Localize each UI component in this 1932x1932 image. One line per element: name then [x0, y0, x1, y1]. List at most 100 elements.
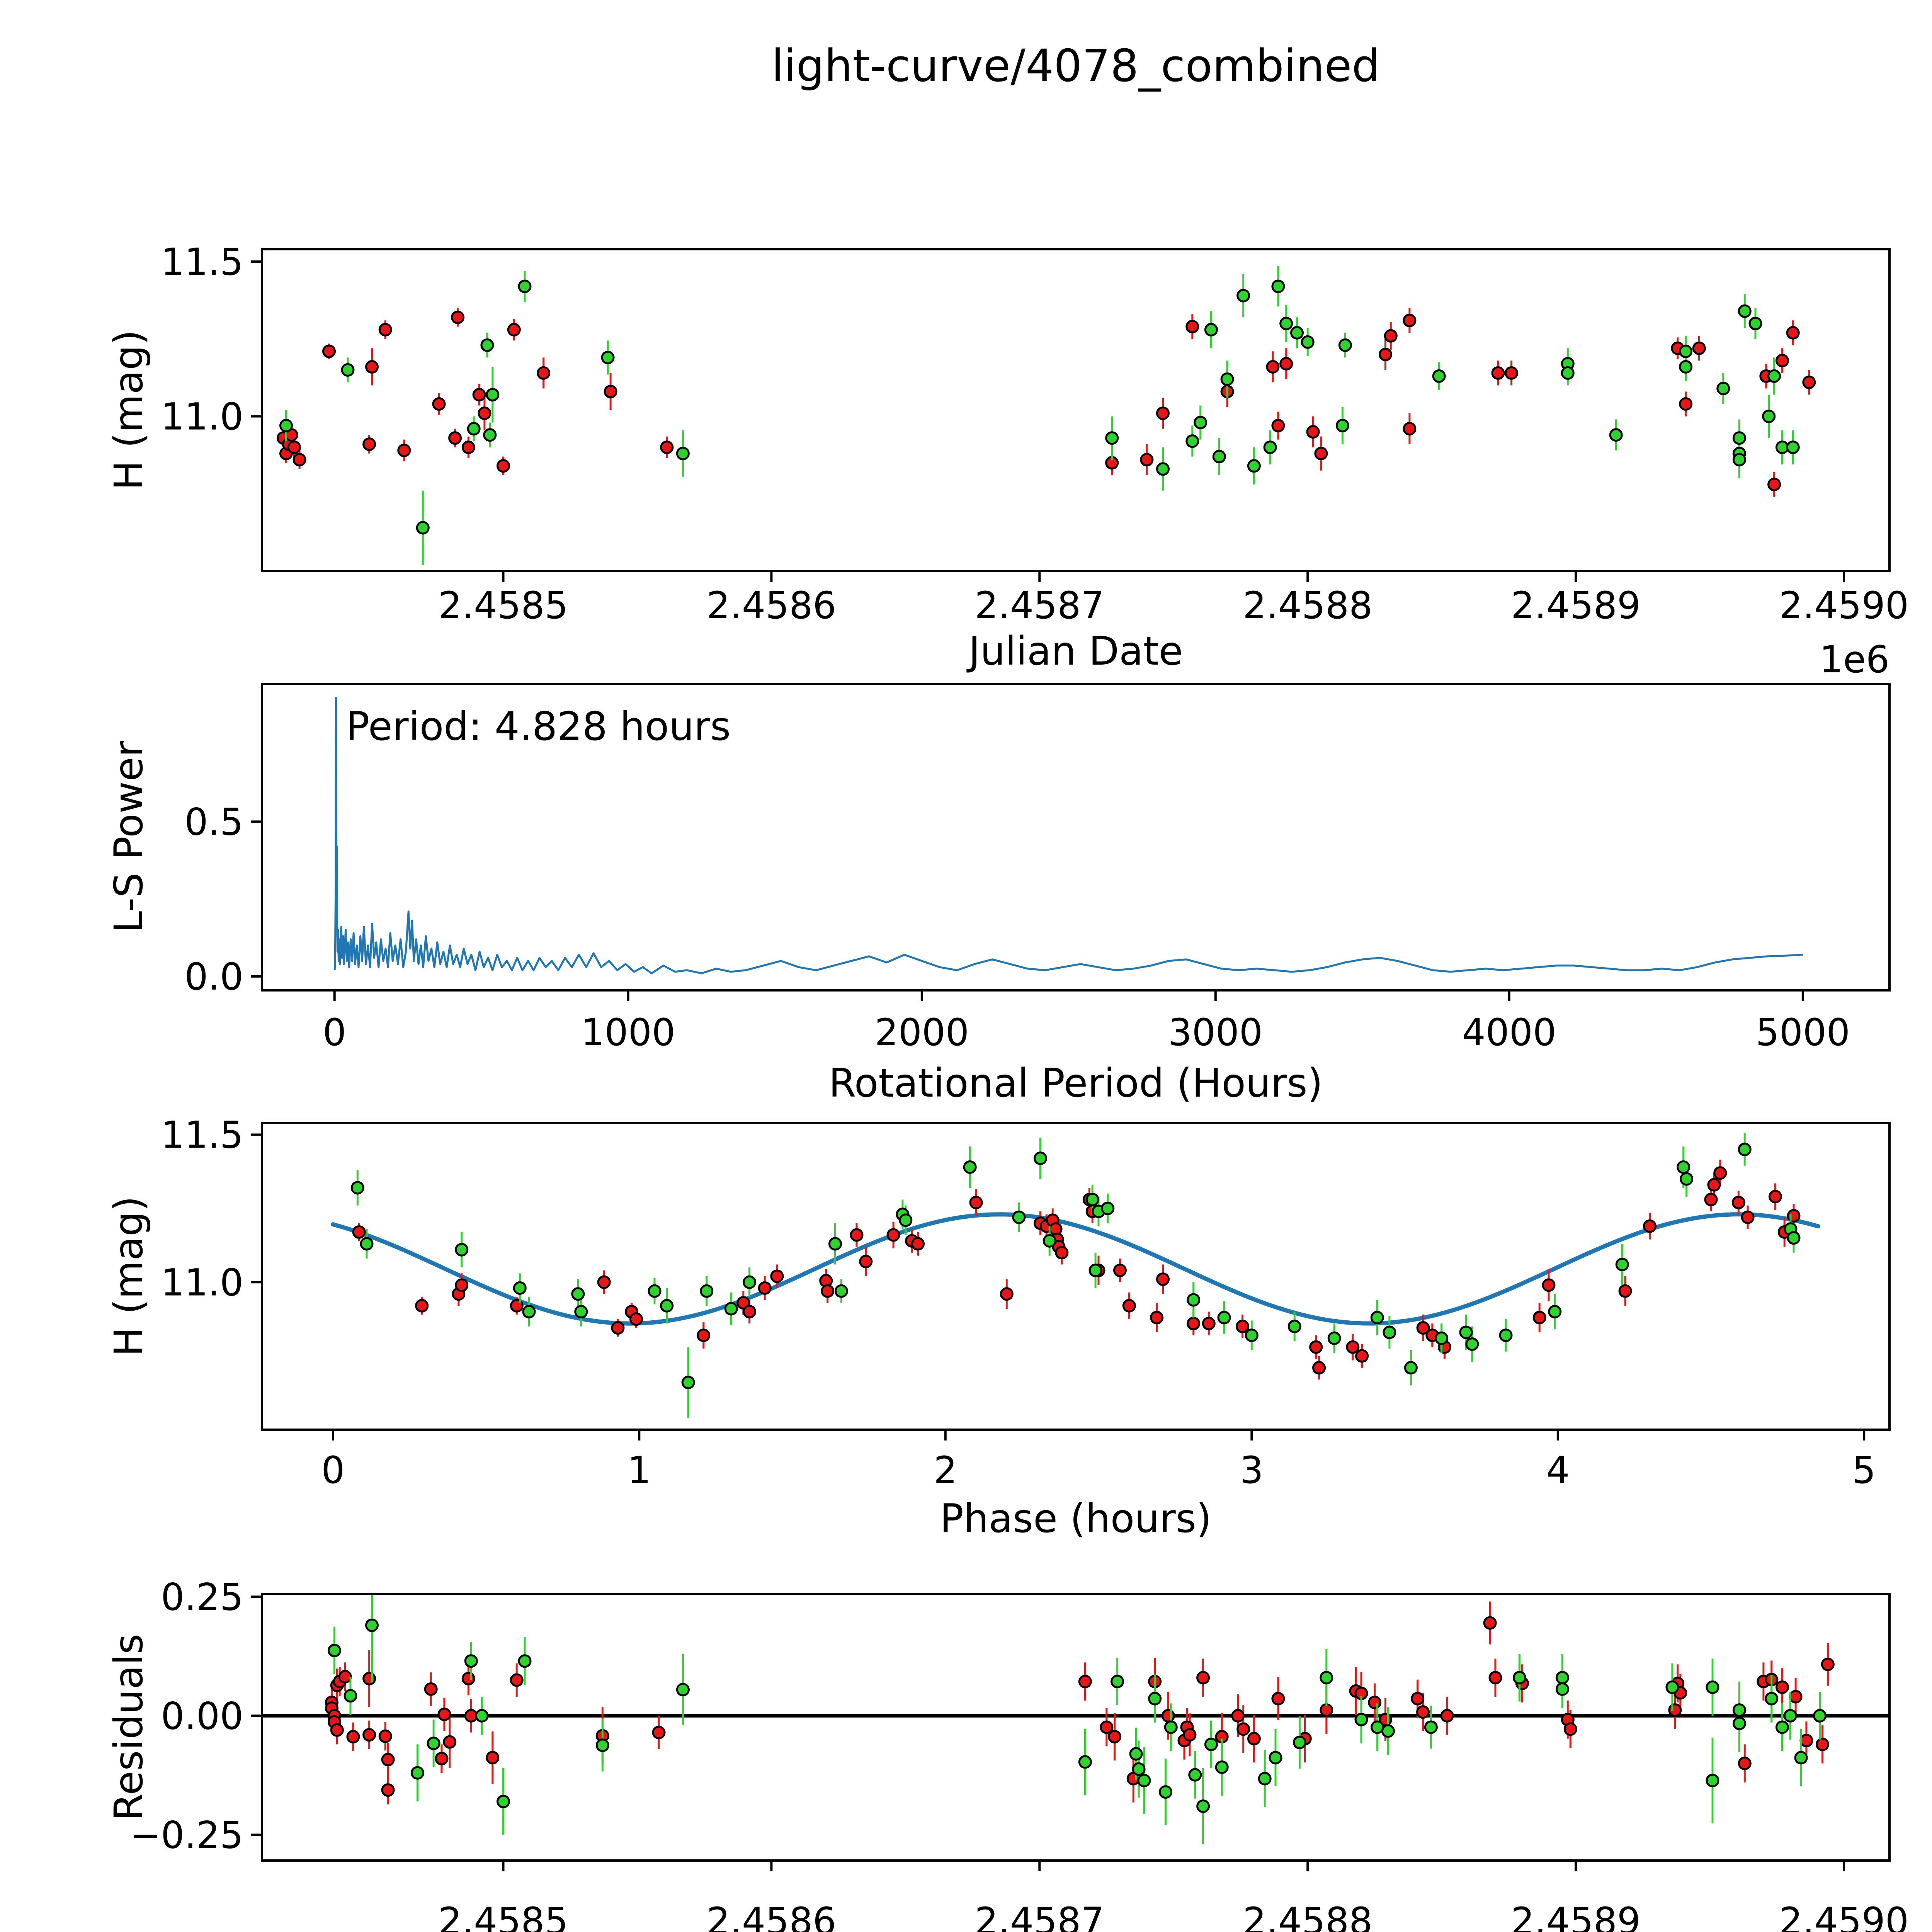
marker-red	[1368, 1696, 1382, 1709]
marker-red	[743, 1305, 757, 1319]
x-tick-label: 2.4587	[975, 1900, 1104, 1932]
marker-green	[1732, 1716, 1746, 1730]
marker-green	[467, 422, 481, 436]
x-tick-label: 2.4589	[1511, 1900, 1641, 1932]
marker-red	[1786, 326, 1800, 340]
marker-red	[1196, 1671, 1210, 1685]
marker-green	[497, 1794, 510, 1808]
marker-red	[969, 1196, 983, 1209]
marker-green	[1196, 1799, 1210, 1813]
marker-green	[1293, 1735, 1306, 1749]
x-tick-label: 3	[1240, 1449, 1264, 1492]
marker-green	[1335, 419, 1349, 432]
marker-green	[411, 1766, 424, 1780]
marker-red	[1618, 1284, 1632, 1298]
marker-red	[1668, 1703, 1682, 1717]
marker-red	[1346, 1340, 1360, 1354]
marker-green	[601, 350, 615, 364]
marker-red	[1108, 1730, 1122, 1744]
marker-green	[834, 1284, 848, 1298]
marker-green	[1787, 1231, 1801, 1245]
marker-red	[1741, 1210, 1755, 1224]
marker-green	[416, 521, 430, 535]
marker-green	[1738, 304, 1752, 318]
marker-red	[1140, 453, 1154, 467]
marker-green	[1762, 410, 1776, 423]
y-tick-label: 11.5	[161, 240, 243, 284]
marker-red	[451, 310, 465, 324]
marker-green	[1105, 431, 1119, 445]
y-ticks: 0.5 0.0	[184, 800, 262, 998]
marker-red	[362, 1728, 376, 1742]
marker-green	[1327, 1331, 1341, 1345]
marker-red	[1271, 1692, 1285, 1706]
marker-red	[1799, 1734, 1813, 1747]
marker-green	[1320, 1671, 1333, 1685]
marker-red	[1403, 422, 1417, 436]
marker-green	[1706, 1680, 1719, 1694]
x-tick-label: 0	[323, 1011, 346, 1054]
marker-red	[1113, 1264, 1127, 1277]
marker-green	[1435, 1331, 1449, 1345]
x-tick-label: 2.4587	[975, 584, 1104, 627]
marker-red	[1738, 1757, 1752, 1770]
marker-green	[1301, 335, 1315, 349]
marker-green	[1111, 1675, 1124, 1689]
marker-green	[574, 1305, 588, 1319]
panel-phase-lightcurve: 0 1 2 3 4 5 11.5 11.0	[161, 1114, 1891, 1492]
x-tick-label: 5	[1852, 1449, 1876, 1492]
marker-red	[1775, 354, 1789, 367]
marker-green	[1137, 1774, 1151, 1787]
marker-red	[821, 1284, 835, 1298]
marker-red	[415, 1299, 429, 1313]
marker-red	[1643, 1219, 1656, 1233]
periodogram-curve	[333, 697, 1803, 975]
marker-red	[1161, 1709, 1175, 1723]
x-ticks: 2.4585 2.4586 2.4587 2.4588 2.4589 2.4590	[439, 1861, 1909, 1932]
marker-red	[1483, 1616, 1497, 1630]
marker-green	[1236, 289, 1250, 303]
marker-green	[486, 388, 500, 401]
marker-green	[700, 1284, 714, 1298]
marker-green	[676, 447, 690, 461]
marker-red	[365, 360, 379, 374]
p2-ylabel: L-S Power	[106, 741, 152, 933]
marker-green	[1677, 1160, 1690, 1174]
marker-red	[397, 444, 411, 457]
marker-green	[513, 1281, 527, 1295]
marker-red	[1247, 1732, 1261, 1746]
marker-red	[1185, 320, 1199, 333]
marker-green	[1732, 431, 1746, 445]
jd-lightcurve-series-green	[279, 266, 1800, 565]
marker-red	[1314, 447, 1328, 461]
marker-red	[1731, 1196, 1745, 1209]
marker-red	[1692, 341, 1706, 355]
marker-red	[1122, 1299, 1136, 1313]
marker-green	[1459, 1325, 1473, 1339]
marker-red	[497, 459, 510, 473]
marker-red	[758, 1281, 772, 1295]
marker-green	[1290, 326, 1304, 340]
marker-red	[1488, 1671, 1502, 1685]
marker-green	[1220, 372, 1234, 386]
marker-red	[424, 1682, 438, 1696]
p3-xlabel: Phase (hours)	[940, 1496, 1211, 1542]
marker-red	[1236, 1320, 1249, 1333]
marker-green	[724, 1302, 738, 1316]
marker-green	[427, 1736, 440, 1750]
x-tick-label: 2.4588	[1243, 584, 1372, 627]
marker-green	[595, 1738, 609, 1752]
marker-red	[1821, 1657, 1835, 1671]
marker-red	[287, 440, 301, 454]
marker-red	[859, 1255, 873, 1269]
x-ticks: 0 1 2 3 4 5	[321, 1430, 1876, 1492]
phase-lightcurve-series-green	[350, 1133, 1801, 1418]
marker-red	[1802, 375, 1816, 389]
marker-green	[1129, 1747, 1143, 1761]
marker-green	[1465, 1337, 1479, 1351]
marker-red	[1055, 1246, 1069, 1260]
y-tick-label: −0.25	[130, 1814, 243, 1857]
marker-green	[1748, 316, 1762, 330]
marker-green	[1499, 1328, 1513, 1342]
marker-green	[1185, 434, 1199, 448]
